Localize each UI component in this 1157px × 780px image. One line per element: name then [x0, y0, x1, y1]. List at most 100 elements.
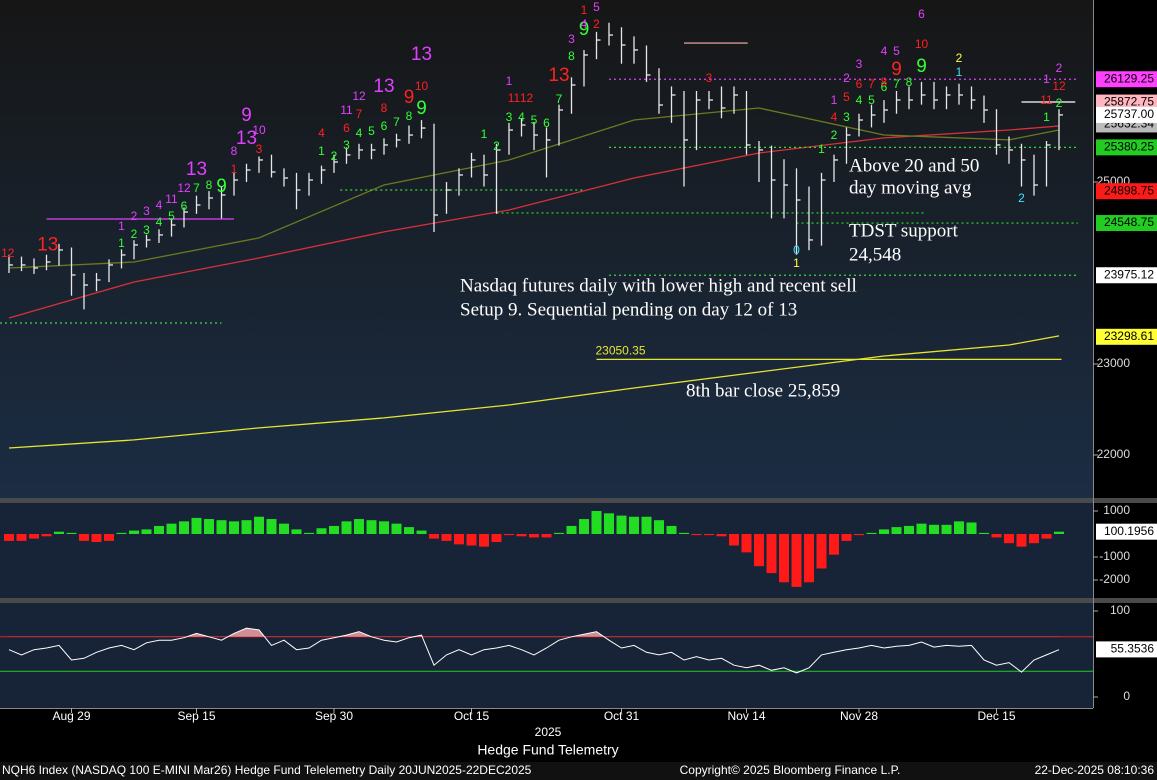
histogram-bar	[991, 533, 1002, 538]
count-label: 0	[793, 243, 800, 257]
count-label: 11	[1040, 93, 1053, 107]
histogram-bar	[291, 529, 302, 534]
histogram-bar	[379, 521, 389, 534]
count-label: 4	[881, 44, 888, 58]
count-label: 13	[411, 44, 432, 65]
histogram-bar	[704, 533, 714, 536]
histogram-bar	[904, 525, 914, 534]
macd-panel	[0, 503, 1093, 598]
histogram-bar	[966, 522, 977, 534]
count-label: 2	[1018, 191, 1025, 205]
histogram-bar	[316, 528, 327, 534]
value-box-label: 25872.75	[1104, 95, 1154, 109]
count-label: 3	[856, 57, 863, 71]
count-label: 6	[856, 77, 863, 91]
histogram-bar	[541, 533, 552, 538]
histogram-bar	[241, 520, 252, 534]
histogram-bar	[954, 521, 964, 534]
chart-subtitle: Hedge Fund Telemetry	[477, 742, 618, 758]
count-label: 2	[956, 51, 963, 65]
main-panel	[0, 0, 1093, 498]
histogram-bar	[604, 513, 614, 534]
count-label: 5	[868, 93, 875, 107]
footer-bar	[0, 762, 1157, 780]
histogram-bar	[204, 519, 214, 534]
count-label: 5	[593, 0, 600, 14]
histogram-bar	[491, 533, 502, 543]
count-label: 10	[252, 123, 266, 137]
count-label: 4	[156, 215, 163, 229]
count-label: 9	[891, 59, 902, 80]
value-box	[1096, 183, 1157, 200]
count-label: 4	[318, 126, 325, 140]
histogram-bar	[591, 511, 602, 534]
value-box-label: 24548.75	[1104, 215, 1154, 229]
value-box-label: 23298.61	[1104, 329, 1154, 343]
histogram-bar	[854, 533, 864, 536]
histogram-bar	[104, 533, 114, 541]
count-label: 9	[916, 56, 927, 77]
histogram-bar	[329, 525, 339, 534]
x-tick-label: Nov 28	[840, 709, 878, 723]
count-label: 6	[918, 7, 925, 21]
histogram-bar	[629, 516, 639, 534]
oscillator-panel	[0, 603, 1093, 708]
y-tick-label: 0	[1123, 689, 1130, 703]
x-tick-label: Sep 30	[315, 709, 353, 723]
moving-average	[8, 107, 1060, 269]
count-label: 3	[843, 110, 850, 124]
x-tick-label: Oct 15	[454, 709, 490, 723]
histogram-bar	[266, 519, 277, 534]
count-label: 6	[381, 119, 388, 133]
histogram-bar	[79, 533, 89, 541]
count-label: 2	[131, 227, 138, 241]
y-tick-label: 23000	[1097, 356, 1131, 370]
histogram-bar	[366, 520, 377, 534]
count-label: 1	[831, 93, 838, 107]
count-label: 10	[915, 37, 929, 51]
histogram-bar	[641, 516, 652, 534]
count-label: 1	[1043, 72, 1050, 86]
count-label: 11	[508, 91, 521, 105]
count-label: 9	[579, 19, 590, 40]
count-label: 11	[165, 192, 178, 206]
histogram-bar	[779, 533, 789, 583]
oscillator-line	[8, 627, 1060, 674]
value-box-label: 26129.25	[1104, 71, 1154, 85]
histogram-bar	[479, 533, 489, 547]
y-tick-label: -1000	[1099, 549, 1130, 563]
histogram-bar	[466, 533, 477, 546]
histogram-bar	[529, 533, 539, 538]
histogram-bar	[129, 530, 139, 534]
histogram-bar	[354, 519, 364, 534]
count-label: 2	[1056, 96, 1063, 110]
count-label: 1	[818, 142, 825, 156]
histogram-bar	[41, 533, 52, 537]
histogram-bar	[66, 532, 77, 534]
count-label: 2	[331, 149, 338, 163]
value-box-label: 100.1956	[1104, 524, 1154, 538]
count-label: 3	[343, 138, 350, 152]
value-box	[1096, 523, 1157, 540]
count-label: 1	[318, 144, 325, 158]
histogram-bar	[416, 530, 427, 534]
count-label: 13	[37, 235, 58, 256]
histogram-bar	[279, 523, 289, 534]
moving-average	[8, 335, 1060, 449]
count-label: 5	[168, 209, 175, 223]
value-box-label: 55.3536	[1111, 642, 1155, 656]
y-tick-label: -2000	[1099, 572, 1130, 586]
histogram-bar	[879, 529, 889, 534]
count-label: 7	[356, 107, 363, 121]
count-label: 2	[493, 139, 500, 153]
count-label: 4	[356, 126, 363, 140]
histogram-bar	[579, 519, 589, 534]
count-label: 1	[118, 219, 125, 233]
histogram-bar	[116, 532, 127, 534]
count-label: 7	[193, 181, 200, 195]
count-label: 12	[1052, 79, 1066, 93]
histogram-bar	[729, 533, 739, 546]
count-label: 12	[520, 91, 534, 105]
count-label: 5	[368, 124, 375, 138]
